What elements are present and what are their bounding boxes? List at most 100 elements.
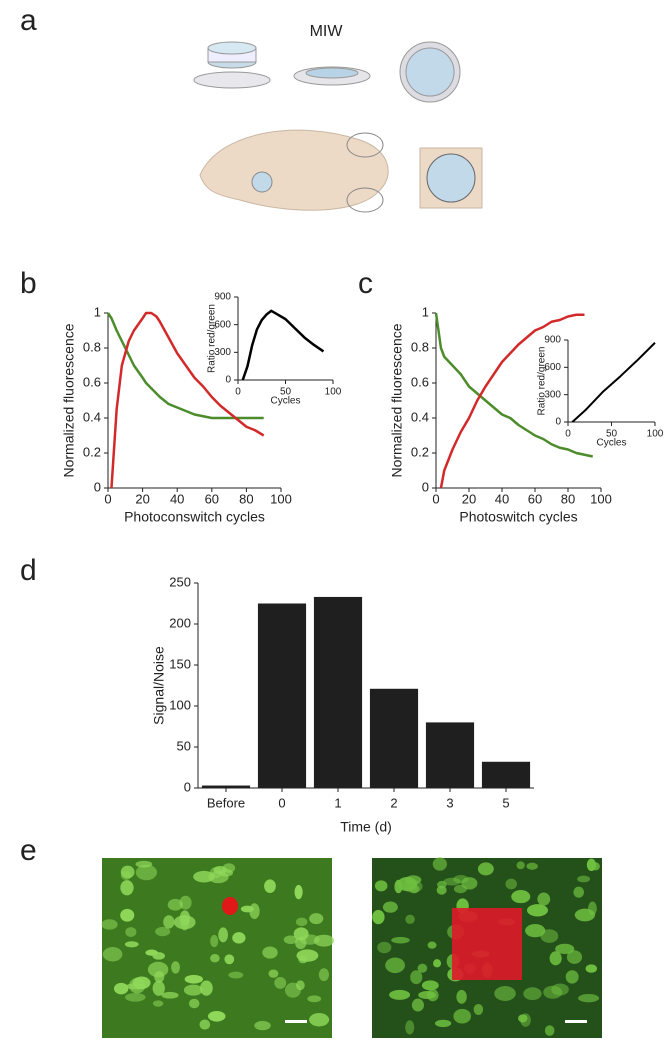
data-line <box>241 309 325 381</box>
cell <box>511 890 531 904</box>
x-tick-label: 50 <box>606 429 618 440</box>
cell <box>264 879 276 893</box>
cell <box>240 905 254 913</box>
x-axis-title: Time (d) <box>340 819 392 835</box>
x-tick-label: 20 <box>135 491 149 506</box>
cell <box>391 936 410 944</box>
y-tick-label: 150 <box>169 656 191 671</box>
cell <box>436 885 447 895</box>
y-tick-label: 900 <box>544 335 561 346</box>
cell <box>224 954 235 965</box>
panel-label: e <box>20 834 37 867</box>
y-tick-label: 300 <box>214 347 231 358</box>
cell <box>473 1003 484 1015</box>
x-tick-label: 80 <box>239 491 253 506</box>
y-tick-label: 1 <box>94 304 101 319</box>
window-illustration <box>193 41 461 103</box>
y-tick-label: 1 <box>422 304 429 319</box>
cell <box>537 892 551 906</box>
panel-label: a <box>20 4 37 37</box>
micrograph <box>101 857 602 1038</box>
cell <box>163 915 175 929</box>
cell <box>405 1020 415 1035</box>
cell <box>232 932 246 944</box>
cell <box>218 869 234 877</box>
x-axis-title: Photoswitch cycles <box>459 509 577 525</box>
cell <box>210 953 220 963</box>
y-tick-label: 250 <box>169 574 191 589</box>
cell <box>228 971 244 979</box>
cell <box>372 909 385 925</box>
y-tick-label: 0.4 <box>411 409 429 424</box>
y-tick-label: 0.2 <box>411 444 429 459</box>
cell <box>585 964 598 973</box>
bar <box>201 785 251 788</box>
y-tick-label: 900 <box>214 292 231 303</box>
data-line <box>434 312 594 458</box>
cell <box>309 913 324 925</box>
cell <box>129 977 146 994</box>
y-axis-title: Normalized fluorescence <box>61 323 77 477</box>
y-tick-label: 0 <box>422 479 429 494</box>
cell <box>443 877 461 886</box>
cell <box>411 998 424 1012</box>
y-axis-title: Normalized fluorescence <box>389 323 405 477</box>
cell <box>389 989 411 1000</box>
cell <box>155 926 171 937</box>
cell <box>120 908 135 922</box>
cell <box>526 904 549 917</box>
y-tick-label: 0.6 <box>83 374 101 389</box>
panel-label: d <box>20 554 37 587</box>
x-tick-label: 100 <box>590 491 612 506</box>
panel-title: MIW <box>310 23 344 40</box>
cell <box>516 861 525 870</box>
cell <box>124 992 146 1002</box>
cell <box>588 901 597 916</box>
cell <box>307 995 322 1003</box>
y-tick-label: 0 <box>184 779 191 794</box>
bar <box>481 761 531 788</box>
cell <box>135 860 153 868</box>
cell <box>200 980 213 996</box>
x-tick-label: 0 <box>278 795 285 810</box>
cell <box>577 875 591 883</box>
cell <box>218 927 228 943</box>
cell <box>284 982 301 998</box>
cell <box>274 976 287 989</box>
cell <box>540 929 559 943</box>
panel-label: c <box>358 267 373 300</box>
y-tick-label: 300 <box>544 389 561 400</box>
y-tick-label: 600 <box>544 362 561 373</box>
cell <box>262 946 278 959</box>
y-tick-label: 0.2 <box>83 444 101 459</box>
cell <box>526 862 538 870</box>
cell <box>283 935 298 945</box>
x-axis-title: Photoconswitch cycles <box>124 509 265 525</box>
cell <box>101 919 118 930</box>
cell <box>210 934 219 948</box>
bar <box>425 722 475 788</box>
cell <box>167 898 183 911</box>
cell <box>309 1012 330 1027</box>
x-tick-label: 0 <box>432 491 439 506</box>
cell <box>461 877 478 890</box>
cell <box>299 934 320 945</box>
cell <box>188 998 200 1009</box>
y-tick-label: 50 <box>177 738 191 753</box>
cell <box>578 994 600 1003</box>
cell <box>382 901 398 913</box>
x-tick-label: 40 <box>495 491 509 506</box>
y-tick-label: 0 <box>555 417 561 428</box>
cell <box>183 984 203 996</box>
cell <box>565 970 579 984</box>
cell <box>294 884 303 900</box>
x-tick-label: 5 <box>502 795 509 810</box>
x-tick-label: 100 <box>325 387 342 398</box>
cell <box>434 1019 452 1028</box>
y-tick-label: 0.8 <box>83 339 101 354</box>
bar <box>313 596 363 788</box>
data-line <box>439 313 585 489</box>
cell <box>520 1013 531 1027</box>
x-tick-label: 50 <box>280 387 292 398</box>
cell <box>421 980 439 991</box>
